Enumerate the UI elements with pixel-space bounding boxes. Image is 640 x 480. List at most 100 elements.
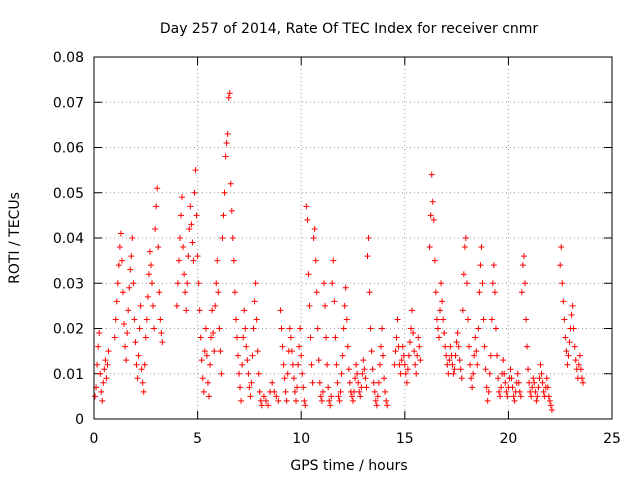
grid-lines	[94, 57, 612, 419]
data-point	[212, 302, 219, 309]
data-point	[563, 348, 570, 355]
data-point	[394, 316, 401, 323]
data-point	[189, 239, 196, 246]
data-point	[562, 334, 569, 341]
data-point	[146, 248, 153, 255]
data-point	[396, 361, 403, 368]
data-point	[204, 379, 211, 386]
data-point	[450, 370, 457, 377]
data-point	[530, 375, 537, 382]
data-point	[243, 343, 250, 350]
data-point	[113, 298, 120, 305]
data-point	[560, 298, 567, 305]
data-point	[233, 334, 240, 341]
data-point	[224, 130, 231, 137]
data-point	[547, 402, 554, 409]
data-point	[561, 316, 568, 323]
data-point	[391, 361, 398, 368]
data-point	[208, 334, 215, 341]
data-point	[503, 388, 510, 395]
data-point	[105, 348, 112, 355]
data-point	[546, 397, 553, 404]
data-point	[144, 293, 151, 300]
data-point	[102, 357, 109, 364]
data-point	[306, 302, 313, 309]
data-point	[473, 348, 480, 355]
data-point	[331, 298, 338, 305]
data-point	[134, 375, 141, 382]
data-point	[182, 289, 189, 296]
data-point	[433, 316, 440, 323]
data-point	[173, 302, 180, 309]
data-point	[310, 235, 317, 241]
data-point	[284, 370, 291, 377]
data-point	[363, 384, 370, 391]
data-point	[328, 393, 335, 400]
data-point	[568, 311, 575, 318]
y-tick-label: 0	[75, 412, 84, 428]
data-point	[181, 271, 188, 278]
data-point	[392, 348, 399, 355]
data-point	[239, 361, 246, 368]
data-point	[183, 307, 190, 314]
data-point	[112, 316, 119, 323]
data-point	[325, 384, 332, 391]
data-point	[400, 352, 407, 359]
data-point	[376, 361, 383, 368]
data-point	[211, 348, 218, 355]
data-point	[571, 343, 578, 350]
data-point	[193, 212, 200, 219]
data-point	[449, 361, 456, 368]
data-point	[308, 361, 315, 368]
data-point	[180, 244, 187, 251]
data-point	[485, 388, 492, 395]
data-point	[197, 334, 204, 341]
data-point	[453, 339, 460, 346]
data-point	[156, 289, 163, 296]
data-point	[278, 325, 285, 332]
data-point	[228, 207, 235, 214]
data-point	[178, 212, 185, 219]
data-point	[428, 171, 435, 178]
data-point	[275, 397, 282, 404]
data-point	[413, 370, 420, 377]
data-point	[361, 366, 368, 373]
data-point	[357, 393, 364, 400]
data-point	[350, 397, 356, 404]
data-point	[521, 280, 528, 287]
data-point	[545, 393, 552, 400]
data-point	[539, 379, 546, 386]
data-point	[527, 388, 534, 395]
data-point	[495, 375, 502, 382]
data-point	[283, 397, 290, 404]
data-point	[304, 216, 311, 223]
data-point	[494, 352, 501, 359]
data-point	[380, 352, 387, 359]
x-tick-label: 25	[603, 431, 621, 447]
data-point	[196, 307, 203, 314]
data-point	[500, 357, 507, 364]
data-point	[414, 352, 421, 359]
data-point	[299, 370, 306, 377]
data-point	[320, 280, 327, 287]
x-tick-label: 10	[292, 431, 310, 447]
data-point	[469, 384, 476, 391]
data-point	[133, 361, 140, 368]
data-point	[371, 388, 378, 395]
data-point	[474, 361, 481, 368]
data-point	[190, 257, 197, 264]
data-point	[528, 393, 535, 400]
data-point	[470, 370, 477, 377]
data-point	[116, 244, 123, 251]
data-point	[127, 266, 134, 273]
data-point	[257, 397, 264, 404]
data-point	[365, 235, 372, 241]
data-point	[507, 366, 514, 373]
data-point	[441, 330, 448, 337]
data-point	[314, 325, 321, 332]
x-tick-label: 20	[499, 431, 517, 447]
data-point	[417, 357, 424, 364]
data-point	[516, 388, 523, 395]
data-point	[508, 375, 515, 382]
